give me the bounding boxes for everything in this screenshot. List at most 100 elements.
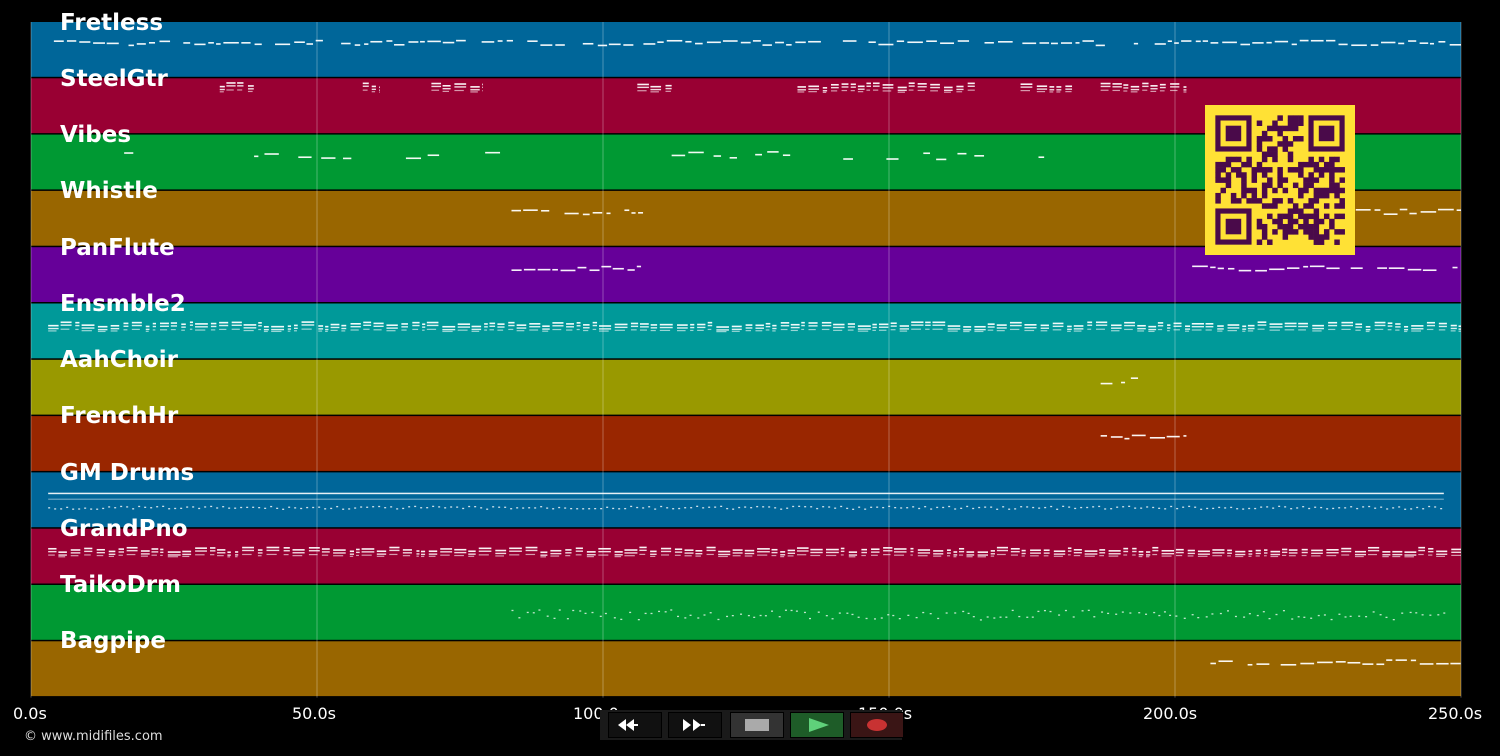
note [933,553,944,555]
note [847,323,856,325]
note [555,44,565,46]
note [998,41,1013,43]
note [566,326,574,328]
note [1202,40,1209,42]
note [372,506,375,508]
note [298,156,312,159]
note [422,323,426,326]
note [294,41,305,44]
note [872,82,880,85]
note [386,40,393,42]
note [1326,552,1339,554]
note [1255,552,1261,555]
rewind-button[interactable] [608,712,662,738]
note [936,506,939,509]
note [729,157,737,159]
note [195,323,208,325]
note [840,505,843,508]
note [1073,549,1082,551]
note [427,154,440,157]
note [159,40,171,43]
note [145,328,150,331]
note [1100,435,1108,437]
track-label-gm-drums: GM Drums [60,460,195,486]
note [194,43,206,46]
note [1082,40,1094,42]
note [1039,42,1050,44]
note [665,87,672,90]
note [1440,508,1443,510]
note [1115,613,1118,615]
note [572,609,575,612]
note [897,91,905,93]
note [542,330,549,332]
note [808,88,820,90]
record-button[interactable] [850,712,904,738]
note [1227,549,1232,552]
note [1108,553,1121,555]
note [84,547,93,550]
note [1317,661,1333,664]
note [1148,325,1157,328]
note [1218,506,1221,509]
note [1185,330,1190,332]
note [1452,266,1458,269]
stop-button[interactable] [730,712,784,738]
note [1260,506,1263,508]
note [1100,89,1109,91]
track-label-ensmble2: Ensmble2 [60,291,186,317]
note [282,508,285,510]
note [293,330,297,332]
fast-forward-button[interactable] [668,712,722,738]
note [168,508,171,510]
note [379,89,380,91]
note [817,611,820,613]
note [386,330,396,332]
note [731,330,740,332]
note [151,548,159,550]
note [412,324,420,327]
note [707,321,713,324]
play-button[interactable] [790,712,844,738]
note [1065,88,1073,90]
note [1326,549,1339,551]
note [786,507,789,509]
note [126,549,138,552]
note [840,554,844,556]
note [639,546,647,549]
note [330,329,338,331]
note [1409,212,1417,215]
note [808,328,816,331]
note [753,616,756,618]
note [226,82,236,84]
note [124,152,134,154]
note [1368,549,1380,552]
note [1084,555,1095,557]
note [883,547,893,549]
note [1254,507,1257,510]
note [873,618,876,620]
note [1284,506,1287,508]
note [1098,505,1101,508]
note [1111,324,1122,327]
note [858,506,861,508]
note [1326,267,1340,270]
note [887,614,890,616]
note [872,326,877,329]
note [182,550,192,553]
note [1404,328,1409,331]
note [1112,89,1120,92]
note [598,554,609,556]
note [529,323,541,325]
note [48,507,51,509]
note [558,506,561,509]
note [1108,555,1119,557]
note [780,322,790,324]
note [1142,89,1148,91]
note [852,508,855,510]
note [1020,83,1033,86]
note [349,550,355,553]
note [1415,612,1418,614]
note [990,553,995,555]
note [1170,86,1180,88]
